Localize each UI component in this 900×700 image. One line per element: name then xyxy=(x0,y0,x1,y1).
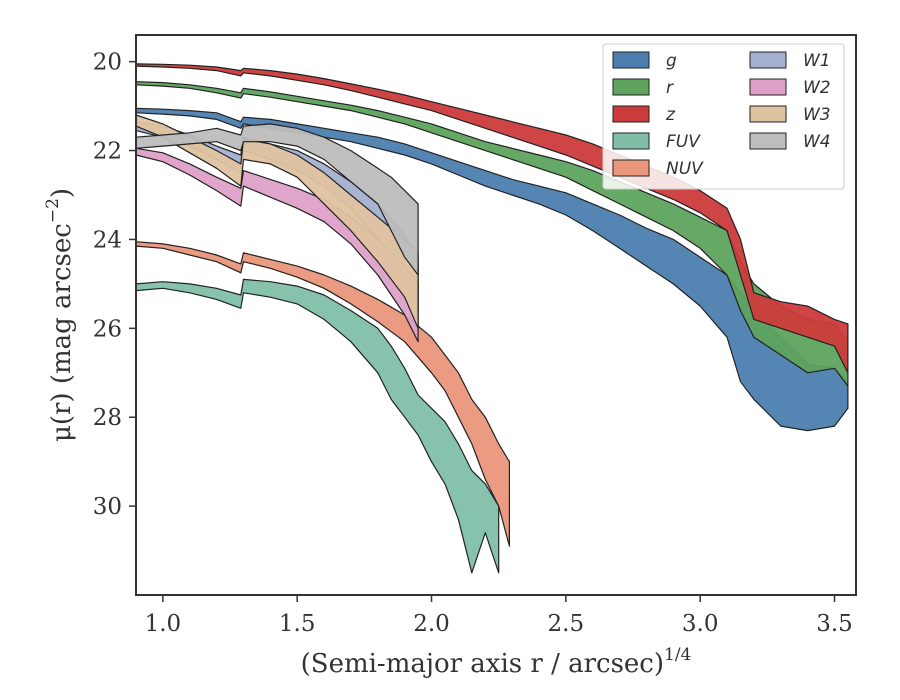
legend-label-r: r xyxy=(666,78,674,98)
legend-label-nuv: NUV xyxy=(666,159,704,179)
legend-label-w3: W3 xyxy=(803,105,831,125)
y-tick-label: 28 xyxy=(93,405,122,431)
legend-label-w2: W2 xyxy=(803,78,831,98)
x-axis-label: (Semi-major axis r / arcsec)1/4 xyxy=(301,645,692,679)
x-axis-ticks: 1.0 1.5 2.0 2.5 3.0 3.5 xyxy=(145,595,853,637)
legend-swatch-w1 xyxy=(749,51,787,69)
band-r xyxy=(135,81,849,387)
x-axis-label-main: (Semi-major axis r / arcsec) xyxy=(301,649,664,679)
x-tick-label: 3.0 xyxy=(682,611,719,637)
band-g xyxy=(135,107,849,432)
band-w4 xyxy=(135,123,419,276)
y-tick-label: 30 xyxy=(93,494,122,520)
band-layer xyxy=(135,63,849,574)
y-axis-label: μ(r) (mag arcsec−2) xyxy=(43,188,77,442)
legend-swatch-w3 xyxy=(749,105,787,123)
x-axis-label-power: 1/4 xyxy=(664,645,691,665)
y-axis-label-power: −2 xyxy=(43,198,63,223)
band-fuv xyxy=(135,278,500,574)
legend-swatch-g xyxy=(612,51,650,69)
legend: grz FUV NUV W1 W2 W3 W4 xyxy=(602,43,845,190)
band-nuv xyxy=(135,241,510,547)
x-tick-label: 1.5 xyxy=(279,611,316,637)
x-tick-label: 3.5 xyxy=(816,611,853,637)
y-axis-label-close: ) xyxy=(47,188,77,198)
x-tick-label: 1.0 xyxy=(145,611,182,637)
legend-swatch-w2 xyxy=(749,78,787,96)
x-tick-label: 2.5 xyxy=(548,611,585,637)
legend-label-g: g xyxy=(666,51,677,71)
y-axis-ticks: 20 22 24 26 28 30 xyxy=(93,50,136,520)
legend-label-w4: W4 xyxy=(803,132,831,152)
legend-label-z: z xyxy=(665,105,676,125)
legend-swatch-r xyxy=(612,78,650,96)
y-axis-label-main: μ(r) (mag arcsec xyxy=(47,223,77,442)
y-tick-label: 22 xyxy=(93,139,122,165)
x-tick-label: 2.0 xyxy=(413,611,450,637)
y-tick-label: 20 xyxy=(93,50,122,76)
y-tick-label: 26 xyxy=(93,316,122,342)
legend-label-w1: W1 xyxy=(803,51,831,71)
legend-swatch-nuv xyxy=(612,159,650,177)
legend-swatch-fuv xyxy=(612,132,650,150)
y-tick-label: 24 xyxy=(93,227,122,253)
plot-frame xyxy=(135,34,857,596)
band-z xyxy=(135,63,849,374)
legend-swatch-z xyxy=(612,105,650,123)
legend-swatch-w4 xyxy=(749,132,787,150)
legend-label-fuv: FUV xyxy=(666,132,701,152)
